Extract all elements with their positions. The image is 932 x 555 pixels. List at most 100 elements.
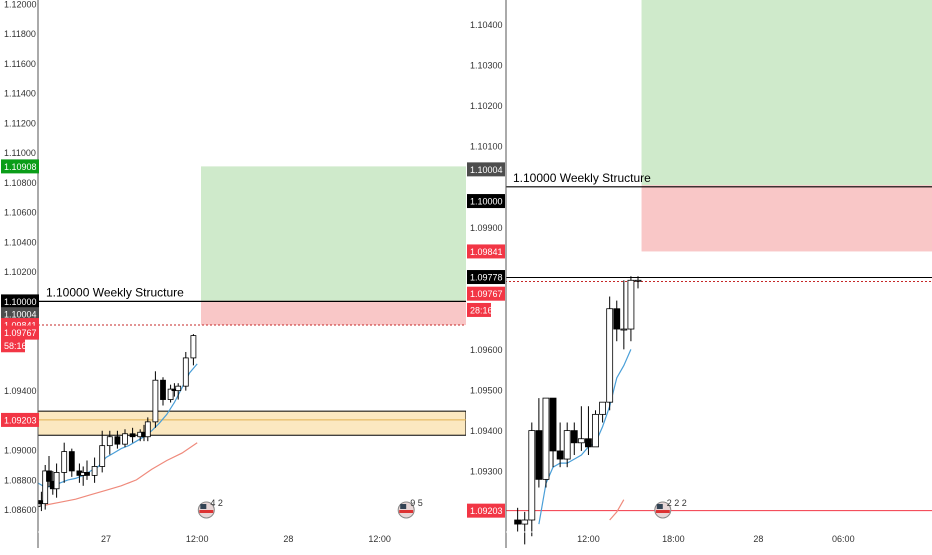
candle-body — [613, 308, 621, 330]
price-tag: 1.10000 — [1, 294, 39, 309]
candle-body — [577, 438, 585, 444]
candle-body — [592, 413, 599, 448]
candle-body — [563, 430, 571, 460]
price-tag: 1.09841 — [467, 244, 505, 259]
price-tag-label: 1.10004 — [4, 310, 37, 320]
candle-body — [627, 279, 635, 330]
candle — [84, 460, 90, 480]
y-tick-label: 1.10400 — [4, 237, 37, 247]
candle-body — [521, 519, 529, 525]
event-marker[interactable] — [397, 501, 415, 519]
ma-slow-line — [609, 499, 625, 521]
x-tick-label: 12:00 — [368, 534, 391, 544]
candle-body — [68, 451, 75, 472]
weekly-structure-label: 1.10000 Weekly Structure — [46, 285, 184, 299]
y-tick-label: 1.08600 — [4, 505, 37, 515]
price-tag-bg — [1, 307, 39, 322]
candle-body — [535, 430, 543, 480]
stop-zone — [641, 185, 932, 252]
candle-body — [53, 472, 60, 490]
x-tick-label: 28 — [283, 534, 293, 544]
candle — [42, 464, 49, 510]
right-chart-pane[interactable]: 1.10000 Weekly Structure 2 2 2 1.10400 1.10… — [461, 0, 932, 550]
candle — [91, 457, 98, 483]
candle — [620, 280, 628, 350]
x-tick-label: 27 — [101, 534, 111, 544]
price-tag-label: 1.09778 — [470, 273, 503, 283]
price-tag-label: 1.10000 — [4, 297, 37, 307]
price-tag-bg — [467, 302, 491, 317]
candle — [599, 401, 607, 423]
support-zone — [29, 410, 467, 436]
target-zone — [201, 166, 466, 301]
candle — [521, 511, 529, 545]
candle — [563, 422, 571, 468]
event-marker[interactable] — [654, 501, 672, 519]
candle — [167, 384, 174, 403]
y-tick-label: 1.10400 — [470, 20, 503, 30]
candle-body — [91, 466, 98, 476]
x-tick-label: 12:00 — [577, 534, 600, 544]
candle — [549, 397, 557, 468]
candle-body — [570, 430, 578, 444]
price-tag-bg — [467, 244, 505, 259]
candle — [144, 417, 151, 442]
price-tag-bg — [1, 294, 39, 309]
candle — [556, 422, 564, 468]
left-chart-pane[interactable]: 1.10000 Weekly Structure 4 2 9 5 1.12000 1.1… — [0, 0, 467, 550]
candle-body — [175, 385, 182, 392]
candle-body — [160, 379, 166, 400]
candle-body — [84, 472, 90, 476]
price-tag: 1.09203 — [467, 503, 505, 518]
candle — [61, 442, 68, 483]
y-tick-label: 1.11400 — [4, 89, 36, 99]
y-tick-label: 1.10300 — [470, 60, 503, 70]
y-tick-label: 1.11200 — [4, 118, 36, 128]
candle — [528, 422, 536, 537]
candle-body — [129, 433, 136, 438]
flag-canton — [656, 504, 663, 509]
price-tag: 1.10004 — [467, 162, 505, 177]
target-zone — [641, 0, 932, 186]
candle — [535, 398, 543, 488]
candle-body — [606, 308, 614, 403]
price-tag-label: 1.10000 — [470, 197, 503, 207]
x-tick-label: 06:00 — [832, 534, 855, 544]
price-tag-bg — [1, 325, 39, 340]
price-tag-label: 1.09203 — [4, 415, 37, 425]
price-tag-bg — [467, 162, 505, 177]
y-tick-label: 1.10200 — [470, 101, 503, 111]
candle-body — [599, 401, 607, 415]
candle — [114, 430, 121, 449]
y-tick-label: 1.09400 — [470, 426, 503, 436]
ma-fast-line — [538, 349, 632, 525]
y-tick-label: 1.09000 — [4, 446, 37, 456]
event-marker[interactable] — [197, 501, 215, 519]
candle — [514, 507, 522, 533]
candle-body — [152, 379, 159, 423]
price-tag-label: 28:16 — [470, 305, 493, 315]
price-axis[interactable] — [0, 0, 38, 520]
candle-body — [182, 357, 189, 387]
candle-body — [190, 335, 197, 359]
price-axis[interactable] — [466, 0, 506, 520]
event-marker-label: 9 5 — [410, 498, 423, 508]
candle — [606, 296, 614, 411]
price-tag-label: 1.09767 — [4, 328, 37, 338]
event-marker-label: 2 2 2 — [667, 498, 687, 508]
candle-body — [556, 450, 564, 460]
ma-slow-line — [45, 442, 198, 506]
candle — [99, 430, 106, 473]
candle-body — [167, 388, 174, 400]
y-tick-label: 1.12000 — [4, 0, 37, 10]
candle — [106, 430, 113, 455]
candle — [190, 334, 197, 366]
price-tag: 1.09767 — [1, 325, 39, 340]
price-tag: 58:16 — [1, 338, 27, 353]
price-tag-bg — [467, 194, 505, 209]
price-tag: 1.10000 — [467, 194, 505, 209]
left-chart[interactable]: 1.10000 Weekly Structure 4 2 9 5 1.12000 1.1… — [0, 0, 467, 550]
right-chart[interactable]: 1.10000 Weekly Structure 2 2 2 1.10400 1.10… — [461, 0, 932, 550]
candle-body — [528, 430, 536, 521]
y-tick-label: 1.11000 — [4, 148, 36, 158]
